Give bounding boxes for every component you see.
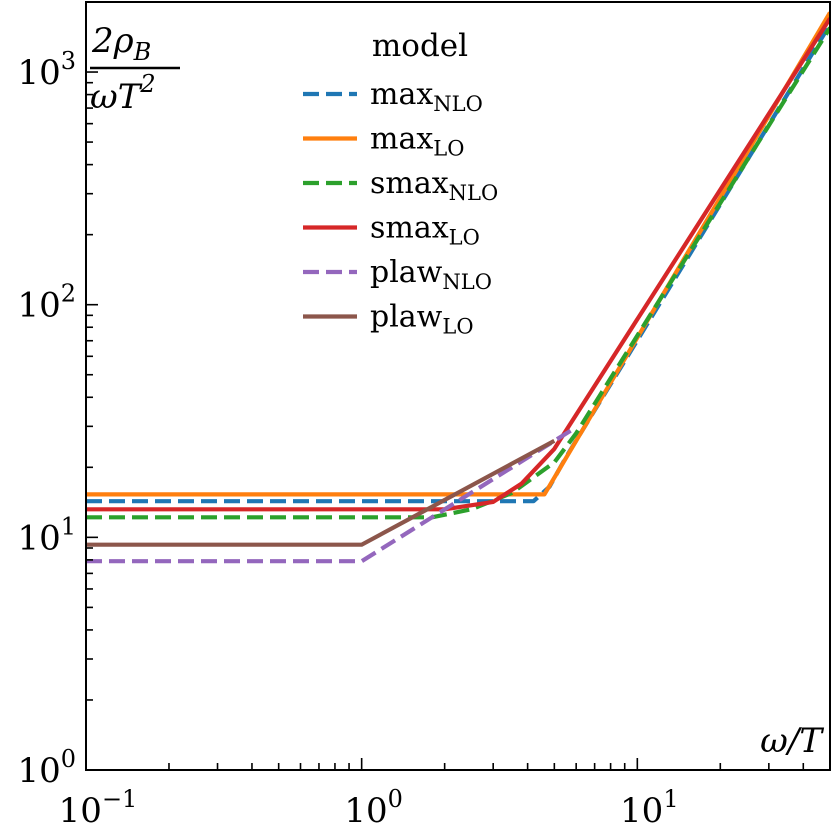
legend-label: smaxNLO [370,166,498,205]
legend: model maxNLO maxLO smaxNLO smaxLO plawNLO pla… [303,28,498,339]
legend-label: plawLO [370,300,474,339]
x-tick-label: 101 [620,785,679,831]
series-line-plaw-nlo [86,428,574,564]
y-tick-label: 100 [17,745,76,791]
y-label-denominator: ωT2 [90,70,156,117]
legend-title: model [372,28,468,64]
y-tick-label: 101 [17,512,76,558]
y-label-numerator: 2ρB [91,21,151,66]
legend-label: maxNLO [370,77,483,116]
x-tick-label: 10−1 [59,785,138,831]
y-tick-label: 103 [17,47,76,93]
series-line-max-lo [86,11,830,497]
axis-ticks [85,1,831,771]
y-tick-label: 102 [17,280,76,326]
series-line-plaw-lo [86,438,556,547]
legend-label: plawNLO [370,255,492,294]
x-tick-label: 100 [344,785,403,831]
series-line-smax-lo [86,17,830,512]
y-axis-label: 2ρB ωT2 [90,21,180,117]
legend-label: smaxLO [370,211,480,250]
plot-frame [85,1,831,771]
plot-area [86,11,830,564]
legend-label: maxLO [370,122,464,161]
x-axis-label: ω/T [760,721,824,761]
